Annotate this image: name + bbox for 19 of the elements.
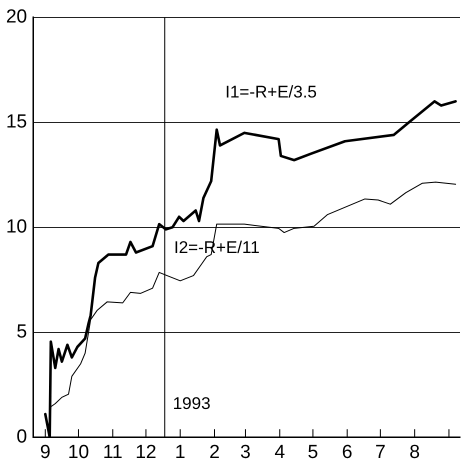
x-tick-label: 11	[102, 442, 123, 463]
x-tick-label: 10	[68, 442, 90, 463]
x-tick-label: 9	[40, 442, 51, 463]
y-tick-label: 15	[6, 112, 28, 133]
x-tick-label: 3	[240, 442, 251, 463]
x-tick-label: 2	[209, 442, 220, 463]
x-tick-label: 5	[308, 442, 318, 463]
y-tick-label: 5	[16, 321, 28, 342]
x-tick-label: 4	[274, 442, 286, 463]
x-tick-label: 12	[135, 442, 157, 463]
ref-line-label: 1993	[172, 394, 211, 414]
annotation: I1=-R+E/3.5	[225, 82, 317, 102]
x-tick-label: 1	[174, 442, 186, 463]
y-tick-label: 10	[6, 216, 28, 238]
y-tick-label: 20	[6, 6, 28, 28]
y-tick-label: 0	[16, 426, 28, 448]
x-tick-label: 6	[342, 442, 352, 463]
x-tick-label: 7	[375, 442, 386, 463]
x-tick-label: 8	[409, 442, 420, 463]
